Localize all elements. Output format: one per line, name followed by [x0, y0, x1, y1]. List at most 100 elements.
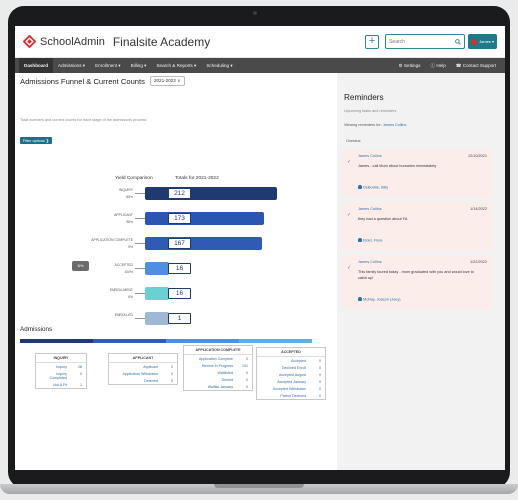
status-label[interactable]: Accepted January: [277, 379, 306, 384]
nav-item-4[interactable]: Search & Reports ▾: [156, 62, 197, 68]
nav-right-item-2[interactable]: ☎ Contact Support: [455, 62, 496, 68]
status-label[interactable]: Application Withdrawn: [122, 371, 158, 376]
status-row[interactable]: Review In Progress 151: [184, 362, 252, 369]
search-input[interactable]: Search: [385, 34, 466, 49]
status-row[interactable]: Waitlist January 0: [184, 383, 252, 390]
reminder-contact-name[interactable]: DeBoville, Billy: [363, 185, 389, 190]
funnel-subtitle: Total numbers and current counts for eac…: [20, 118, 147, 122]
status-row[interactable]: Parent Declined 0: [257, 392, 325, 399]
filter-options-button[interactable]: Filter options ❯: [20, 137, 52, 144]
totals-header: Totals for 2021-2022: [175, 176, 219, 181]
status-label[interactable]: Inquiry: [56, 364, 67, 369]
reminder-text: they had a question about FA: [358, 217, 408, 221]
reminder-contact-name[interactable]: McNay, Joseph (Joey): [363, 297, 401, 302]
search-icon[interactable]: [455, 38, 461, 45]
status-count[interactable]: 0: [319, 365, 321, 370]
status-label[interactable]: Declined Enroll: [281, 365, 306, 370]
nav-item-1[interactable]: Admissions ▾: [58, 62, 86, 68]
funnel-count-badge: 167: [168, 238, 191, 249]
status-count[interactable]: 151: [242, 363, 248, 368]
nav-right-item-1[interactable]: ⓘ Help: [430, 62, 446, 68]
status-label[interactable]: Waitlisted: [217, 370, 233, 375]
status-label[interactable]: Accepted: [291, 358, 306, 363]
status-row[interactable]: Inquiry Completed 0: [36, 370, 86, 381]
person-icon: [358, 238, 362, 242]
reminder-assignee[interactable]: James Collins: [358, 207, 382, 211]
laptop-notch: [214, 484, 304, 488]
logo-icon: [23, 35, 36, 48]
status-row[interactable]: Deferred 0: [109, 377, 177, 384]
status-count[interactable]: 0: [80, 371, 82, 376]
status-label[interactable]: Waitlist January: [207, 384, 233, 389]
nav-item-5[interactable]: Scheduling ▾: [206, 62, 233, 68]
status-row[interactable]: Not A Fit 1: [36, 381, 86, 388]
status-label[interactable]: Application Complete: [199, 356, 233, 361]
status-count[interactable]: 0: [171, 371, 173, 376]
status-count[interactable]: 0: [246, 370, 248, 375]
status-label[interactable]: Not A Fit: [53, 382, 67, 387]
status-count[interactable]: 0: [246, 356, 248, 361]
reminder-contact-link[interactable]: Elder, Flora: [358, 238, 382, 243]
funnel-stage-label: INQUIRY: [118, 188, 133, 192]
status-row[interactable]: Accepted January 0: [257, 378, 325, 385]
funnel-count-badge: 212: [168, 188, 191, 199]
reminder-contact-name[interactable]: Elder, Flora: [363, 238, 383, 243]
status-count[interactable]: 1: [80, 382, 82, 387]
nav-item-0[interactable]: Dashboard: [19, 58, 53, 73]
status-label[interactable]: Review In Progress: [201, 363, 233, 368]
nav-item-3[interactable]: Billing ▾: [130, 62, 147, 68]
check-icon[interactable]: ✓: [347, 159, 352, 165]
status-count[interactable]: 0: [319, 358, 321, 363]
check-icon[interactable]: ✓: [347, 265, 352, 271]
funnel-leader-line: [135, 268, 145, 269]
reminder-contact-link[interactable]: McNay, Joseph (Joey): [358, 297, 401, 302]
status-label[interactable]: Inquiry Completed: [49, 371, 67, 380]
status-count[interactable]: 0: [319, 372, 321, 377]
status-count[interactable]: 0: [319, 379, 321, 384]
status-count[interactable]: 0: [319, 393, 321, 398]
funnel-bar: [145, 187, 277, 200]
funnel-leader-line: [135, 193, 145, 194]
status-label[interactable]: Accepted August: [279, 372, 306, 377]
reminder-assignee[interactable]: James Collins: [358, 154, 382, 158]
user-menu-button[interactable]: James ▾: [468, 34, 497, 49]
status-row[interactable]: Inquiry 28: [36, 363, 86, 370]
nav-right-item-0[interactable]: ⚙ Settings: [398, 62, 421, 68]
status-label[interactable]: Parent Declined: [280, 393, 306, 398]
status-count[interactable]: 0: [171, 378, 173, 383]
card-header: APPLICANT: [109, 354, 177, 363]
reminder-contact-link[interactable]: DeBoville, Billy: [358, 185, 388, 190]
status-count[interactable]: 0: [246, 377, 248, 382]
overdue-label: Overdue: [346, 139, 361, 143]
status-label[interactable]: Deferred: [144, 378, 158, 383]
status-row[interactable]: Accepted 0: [257, 357, 325, 364]
status-row[interactable]: Application Complete 0: [184, 355, 252, 362]
status-row[interactable]: Applicant 0: [109, 363, 177, 370]
check-icon[interactable]: ✓: [347, 212, 352, 218]
viewing-name-link[interactable]: James Collins: [382, 123, 407, 127]
status-label[interactable]: Denied: [221, 377, 233, 382]
add-button[interactable]: +: [365, 34, 380, 49]
status-row[interactable]: Accepted August 0: [257, 371, 325, 378]
top-bar: SchoolAdmin Finalsite Academy + Search J…: [15, 26, 505, 58]
status-row[interactable]: Declined Enroll 0: [257, 364, 325, 371]
status-label[interactable]: Applicant: [143, 364, 158, 369]
status-count[interactable]: 0: [171, 364, 173, 369]
status-count[interactable]: 0: [319, 386, 321, 391]
person-icon: [358, 185, 362, 189]
viewing-prefix: Viewing reminders for:: [344, 123, 382, 127]
admissions-card-application-complete: APPLICATION COMPLETE Application Complete…: [183, 345, 253, 391]
status-row[interactable]: Waitlisted 0: [184, 369, 252, 376]
status-row[interactable]: Application Withdrawn 0: [109, 370, 177, 377]
year-select[interactable]: 2021-2022 ∨: [149, 76, 185, 86]
nav-item-2[interactable]: Enrollment ▾: [95, 62, 121, 68]
status-row[interactable]: Accepted Withdrawn 0: [257, 385, 325, 392]
status-count[interactable]: 28: [78, 364, 82, 369]
status-row[interactable]: Denied 0: [184, 376, 252, 383]
school-name[interactable]: Finalsite Academy: [112, 34, 211, 49]
status-label[interactable]: Accepted Withdrawn: [273, 386, 306, 391]
reminder-assignee[interactable]: James Collins: [358, 260, 382, 264]
status-count[interactable]: 0: [246, 384, 248, 389]
search-placeholder: Search: [389, 38, 405, 45]
funnel-stage-pct: 9%: [128, 245, 133, 249]
